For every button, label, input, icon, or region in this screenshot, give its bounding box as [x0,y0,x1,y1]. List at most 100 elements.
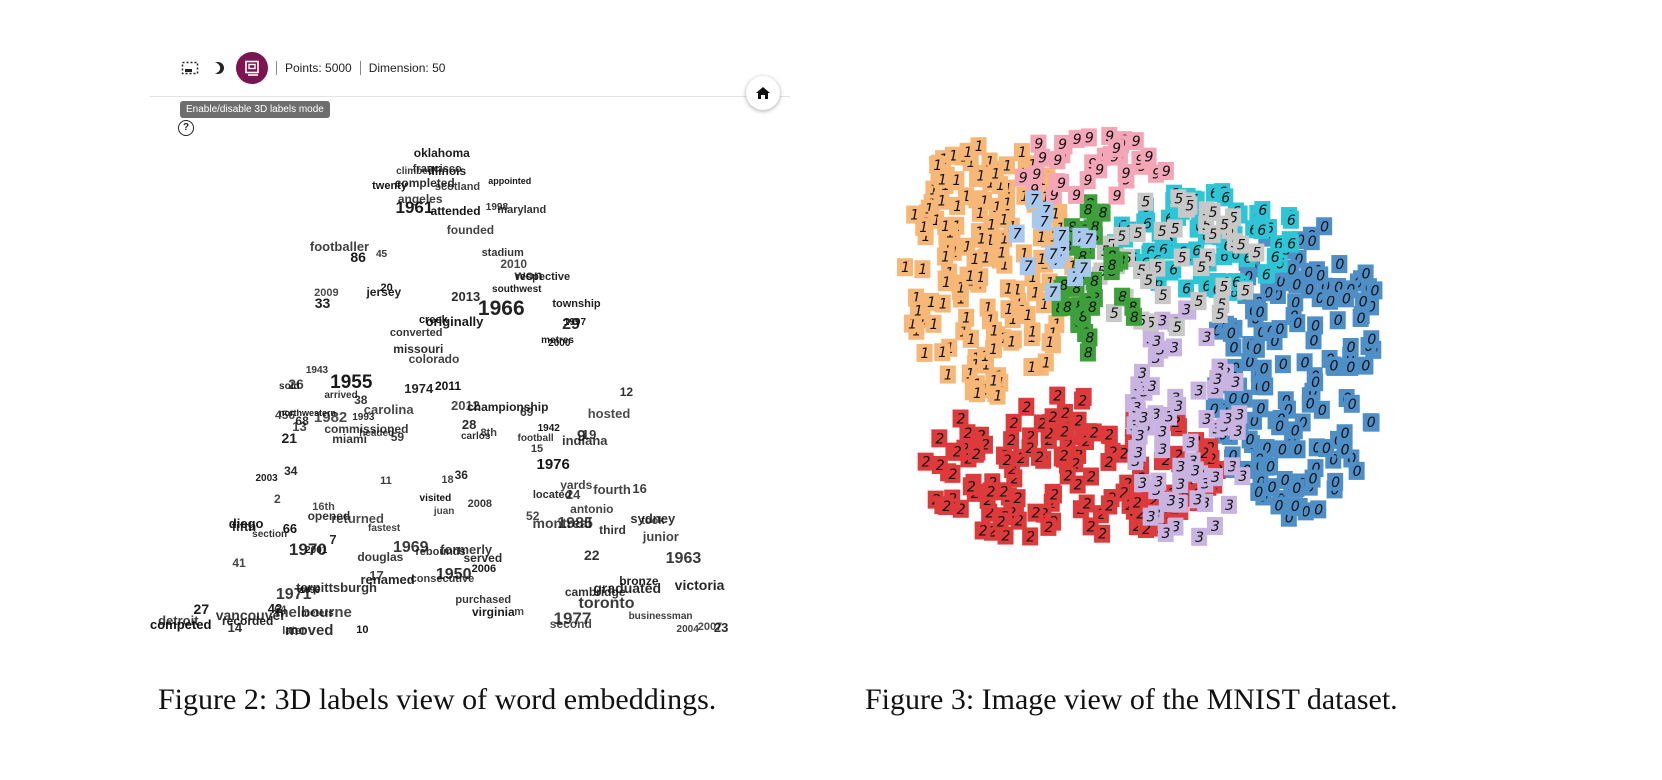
svg-text:9: 9 [1132,134,1141,150]
svg-text:0: 0 [1302,504,1311,520]
svg-text:2: 2 [942,499,951,515]
svg-text:3: 3 [1195,384,1204,400]
svg-text:1: 1 [932,213,941,229]
svg-text:0: 0 [1367,332,1376,348]
selection-rectangle-icon[interactable] [180,58,200,78]
svg-text:5: 5 [1159,288,1168,304]
word-label: 7 [329,532,337,548]
digit-0-thumbnail: 0 [1352,309,1369,328]
digit-1-thumbnail: 1 [922,292,939,311]
svg-text:1: 1 [933,158,942,174]
svg-text:7: 7 [1049,247,1058,263]
word-label: 1982 [313,409,348,427]
digit-0-thumbnail: 0 [1301,394,1318,413]
digit-2-thumbnail: 2 [959,424,976,443]
word-label: 2008 [467,497,493,510]
digit-0-thumbnail: 0 [1362,413,1379,432]
word-label: 2000 [548,337,571,349]
digit-0-thumbnail: 0 [1307,316,1324,335]
word-label: originally [425,313,484,329]
digit-1-thumbnail: 1 [906,205,923,224]
help-icon[interactable]: ? [178,120,194,136]
svg-text:0: 0 [1240,392,1249,408]
svg-text:2: 2 [922,455,931,471]
digit-2-thumbnail: 2 [982,482,999,501]
digit-0-thumbnail: 0 [1251,302,1268,321]
word-label: metres [541,335,574,347]
svg-text:9: 9 [1073,132,1082,148]
word-label: 13 [292,418,307,434]
digit-0-thumbnail: 0 [1274,440,1291,459]
night-mode-icon[interactable] [208,58,228,78]
word-label: antonio [570,502,614,517]
svg-text:3: 3 [1235,407,1244,423]
digit-5-thumbnail: 5 [1168,318,1185,337]
word-label: fourth [593,481,631,497]
word-label: 1993 [352,411,375,423]
word-label: stadium [481,247,524,260]
svg-text:1: 1 [1040,297,1049,313]
svg-text:1: 1 [977,169,986,185]
svg-text:1: 1 [1000,212,1009,228]
svg-text:0: 0 [1305,282,1314,298]
digit-3-thumbnail: 3 [1198,410,1215,429]
svg-text:2: 2 [1090,425,1099,441]
digit-3-thumbnail: 3 [1229,421,1246,440]
svg-text:0: 0 [1246,432,1255,448]
svg-text:0: 0 [1311,461,1320,477]
digit-0-thumbnail: 0 [1288,275,1305,294]
digit-0-thumbnail: 0 [1310,500,1327,519]
svg-text:0: 0 [1334,313,1343,329]
svg-text:5: 5 [1237,238,1246,254]
svg-text:1: 1 [986,313,995,329]
svg-text:0: 0 [1347,340,1356,356]
svg-text:5: 5 [1117,229,1126,245]
digit-0-thumbnail: 0 [1342,337,1359,356]
word-label: served [463,550,503,565]
home-icon [756,87,770,99]
word-label: illinois [428,164,467,179]
svg-text:9: 9 [1057,176,1066,192]
svg-text:2: 2 [967,479,976,495]
digit-3-thumbnail: 3 [1150,472,1167,491]
svg-text:5: 5 [1134,226,1143,242]
svg-text:0: 0 [1279,357,1288,373]
svg-text:1: 1 [967,155,976,171]
digit-3-thumbnail: 3 [1165,338,1182,357]
word-label: jersey [366,284,402,299]
svg-text:0: 0 [1329,453,1338,469]
svg-text:1: 1 [944,368,953,384]
reset-view-button[interactable] [746,76,780,110]
figure-3-caption: Figure 3: Image view of the MNIST datase… [865,683,1398,716]
digit-0-thumbnail: 0 [1274,355,1291,374]
digit-5-thumbnail: 5 [1193,258,1210,277]
svg-text:0: 0 [1316,268,1325,284]
svg-text:1: 1 [989,342,998,358]
labels-3d-icon [245,60,259,76]
digit-9-thumbnail: 9 [1108,139,1125,158]
svg-text:0: 0 [1346,360,1355,376]
svg-text:1: 1 [949,149,958,165]
svg-text:8: 8 [1108,258,1117,274]
svg-text:1: 1 [986,233,995,249]
svg-text:1: 1 [980,194,989,210]
word-label: purchased [455,593,512,606]
svg-text:3: 3 [1213,372,1222,388]
svg-text:0: 0 [1256,401,1265,417]
digit-5-thumbnail: 5 [1137,192,1154,211]
svg-text:5: 5 [1195,294,1204,310]
svg-text:5: 5 [1178,251,1187,267]
labels-3d-mode-button[interactable] [236,52,268,84]
digit-6-thumbnail: 6 [1254,201,1271,220]
svg-text:6: 6 [1257,223,1266,239]
svg-text:3: 3 [1187,436,1196,452]
svg-text:9: 9 [1122,166,1131,182]
svg-text:7: 7 [1030,192,1039,208]
digit-0-thumbnail: 0 [1255,359,1272,378]
word-label: footballer [309,239,370,255]
word-label: meters [300,607,334,619]
svg-text:8: 8 [1063,300,1072,316]
digit-0-thumbnail: 0 [1329,311,1346,330]
digit-5-thumbnail: 5 [1153,221,1170,240]
